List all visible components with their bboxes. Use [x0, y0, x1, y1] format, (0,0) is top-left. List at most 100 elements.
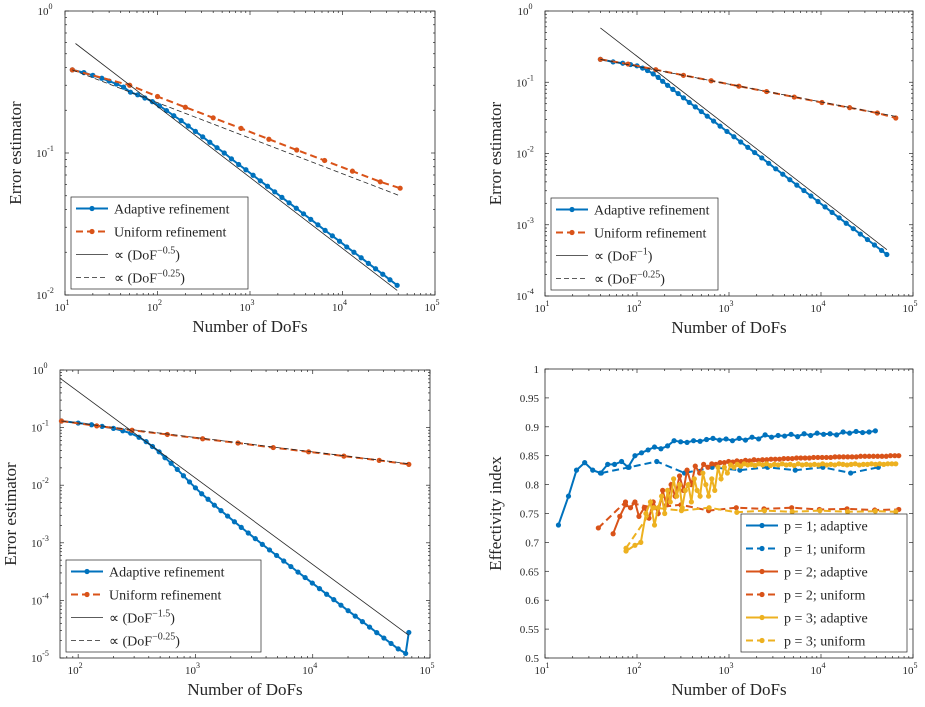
- data-point: [785, 455, 791, 462]
- y-axis-label: Error estimator: [6, 101, 25, 205]
- data-point: [717, 123, 723, 129]
- y-tick-exponent: -3: [527, 216, 534, 225]
- data-point: [199, 491, 205, 497]
- data-point: [871, 242, 878, 248]
- x-tick-label: 105: [903, 299, 918, 315]
- data-point: [272, 189, 278, 195]
- data-point: [862, 453, 868, 459]
- data-point: [729, 438, 736, 444]
- x-tick-label: 101: [535, 299, 550, 315]
- data-point: [815, 454, 821, 461]
- data-point: [645, 447, 651, 453]
- x-tick-exponent: 4: [822, 299, 826, 308]
- data-point: [279, 194, 285, 200]
- data-point: [186, 479, 193, 485]
- data-point: [752, 149, 758, 156]
- data-point: [388, 640, 394, 647]
- y-tick-exponent: -5: [42, 649, 49, 658]
- legend-label: p = 2; uniform: [784, 589, 865, 604]
- data-point: [875, 453, 881, 459]
- data-point: [795, 434, 801, 440]
- x-axis-label: Number of DoFs: [671, 680, 786, 699]
- data-point: [781, 433, 788, 439]
- data-point: [243, 167, 249, 173]
- x-tick-label: 102: [627, 661, 642, 677]
- data-point: [872, 461, 879, 467]
- data-point: [832, 454, 838, 460]
- data-point: [565, 493, 572, 499]
- data-point: [281, 558, 287, 564]
- legend-marker: [569, 229, 575, 236]
- y-tick-label: 10-1: [516, 73, 534, 89]
- legend-label: p = 1; adaptive: [784, 520, 868, 535]
- data-point: [733, 505, 739, 511]
- data-point: [892, 453, 898, 459]
- data-point: [324, 591, 330, 597]
- data-point: [717, 460, 723, 466]
- data-point: [853, 428, 859, 435]
- data-point: [651, 522, 658, 528]
- data-point: [617, 513, 623, 519]
- data-point: [866, 453, 872, 459]
- data-point: [632, 453, 638, 459]
- data-point: [164, 431, 170, 438]
- data-point: [154, 93, 161, 100]
- data-point: [684, 439, 690, 446]
- data-point: [270, 444, 276, 451]
- data-point: [664, 82, 671, 88]
- legend-box: [740, 513, 908, 653]
- y-tick-label: 100: [518, 2, 533, 18]
- data-point: [259, 541, 265, 548]
- x-tick-label: 103: [719, 299, 734, 315]
- data-point: [316, 586, 323, 592]
- data-point: [344, 244, 350, 250]
- x-tick-exponent: 4: [313, 661, 317, 670]
- y-tick-label: 0.9: [525, 422, 539, 434]
- data-point: [773, 166, 779, 172]
- data-point: [824, 462, 830, 468]
- data-point: [308, 216, 314, 222]
- data-point: [300, 211, 307, 217]
- legend-label-exponent: −1.5: [152, 609, 170, 620]
- legend-box: [70, 196, 249, 290]
- data-point: [848, 470, 854, 476]
- y-tick-exponent: 0: [44, 361, 48, 370]
- data-point: [857, 231, 863, 237]
- data-point: [705, 464, 711, 470]
- y-tick-label: 0.65: [520, 566, 540, 578]
- data-point: [771, 461, 777, 467]
- data-point: [555, 522, 562, 528]
- y-tick-exponent: -1: [527, 73, 534, 82]
- data-point: [305, 449, 312, 455]
- x-tick-exponent: 2: [638, 661, 642, 670]
- data-point: [211, 502, 217, 508]
- data-point: [205, 496, 211, 502]
- data-point: [690, 438, 697, 444]
- data-point: [864, 461, 871, 467]
- x-axis-label: Number of DoFs: [187, 680, 302, 699]
- data-point: [701, 461, 707, 467]
- data-point: [231, 519, 238, 525]
- data-point: [345, 608, 351, 614]
- data-point: [794, 182, 800, 188]
- data-point: [706, 505, 712, 511]
- x-tick-label: 102: [68, 661, 83, 677]
- y-tick-label: 10-4: [516, 287, 534, 303]
- y-tick-exponent: -2: [47, 286, 54, 295]
- data-point: [761, 508, 768, 514]
- data-point: [670, 86, 676, 92]
- data-point: [823, 454, 830, 461]
- data-point: [315, 222, 321, 228]
- data-point: [808, 193, 814, 199]
- data-point: [667, 499, 673, 505]
- x-tick-label: 103: [185, 661, 200, 677]
- data-point: [798, 455, 804, 461]
- data-point: [820, 431, 827, 437]
- data-point: [759, 457, 766, 463]
- data-point: [694, 487, 700, 493]
- data-point: [859, 429, 866, 436]
- data-point: [731, 464, 737, 470]
- data-point: [879, 453, 885, 459]
